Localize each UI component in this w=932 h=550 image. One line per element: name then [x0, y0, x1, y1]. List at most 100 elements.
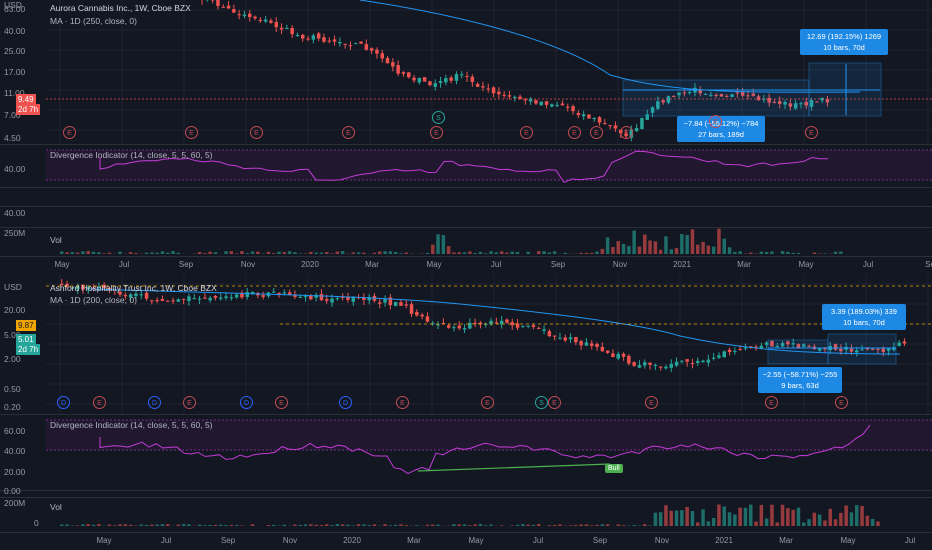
- earnings-event-icon[interactable]: E: [183, 396, 196, 409]
- pane-separator[interactable]: [0, 497, 932, 498]
- volume-bar: [786, 508, 790, 526]
- bottom-measure-up[interactable]: 3.39 (189.03%) 339 10 bars, 70d: [822, 304, 906, 330]
- candle-body: [301, 34, 305, 39]
- bottom-price-tick: 5.00: [4, 330, 21, 340]
- volume-bar: [664, 505, 668, 526]
- pane-separator[interactable]: [0, 206, 932, 207]
- dividend-event-icon[interactable]: D: [148, 396, 161, 409]
- split-event-icon[interactable]: S: [432, 111, 445, 124]
- pane-separator[interactable]: [0, 414, 932, 415]
- dividend-event-icon[interactable]: D: [240, 396, 253, 409]
- earnings-event-icon[interactable]: E: [342, 126, 355, 139]
- top-time-axis[interactable]: May Jul Sep Nov 2020 Mar May Jul Sep Nov 2021 Mar Ma…: [0, 256, 932, 272]
- top-measure-up[interactable]: 12.69 (192.15%) 1269 10 bars, 70d: [800, 29, 888, 55]
- earnings-event-icon[interactable]: E: [481, 396, 494, 409]
- top-ma-legend[interactable]: MA · 1D (250, close, 0): [50, 16, 137, 26]
- candle-body: [234, 294, 239, 298]
- candle-body: [616, 353, 620, 359]
- candle-body: [587, 114, 591, 119]
- bottom-divergence-legend[interactable]: Divergence Indicator (14, close, 5, 5, 6…: [50, 420, 213, 430]
- pane-separator[interactable]: [0, 187, 932, 188]
- pane-separator[interactable]: [0, 490, 932, 491]
- earnings-event-icon[interactable]: E: [709, 115, 722, 128]
- volume-bar: [664, 236, 668, 254]
- top-volume-pane[interactable]: Vol 250M: [0, 228, 932, 254]
- earnings-event-icon[interactable]: E: [396, 396, 409, 409]
- volume-bar: [229, 524, 234, 526]
- candle-body: [648, 362, 652, 365]
- volume-bar: [632, 525, 636, 526]
- bottom-price-pane[interactable]: USD Ashford Hospitality Trust Inc, 1W, C…: [0, 274, 932, 414]
- candle-body: [499, 320, 504, 325]
- candle-body: [505, 319, 509, 323]
- volume-bar: [791, 509, 795, 526]
- top-divergence-pane[interactable]: Divergence Indicator (14, close, 5, 5, 6…: [0, 145, 932, 187]
- bottom-symbol-title[interactable]: Ashford Hospitality Trust Inc, 1W, Cboe …: [50, 283, 217, 293]
- volume-bar: [802, 522, 806, 526]
- earnings-event-icon[interactable]: E: [430, 126, 443, 139]
- earnings-event-icon[interactable]: E: [93, 396, 106, 409]
- pane-separator[interactable]: [0, 144, 932, 145]
- volume-bar: [754, 521, 758, 526]
- candle-body: [311, 35, 316, 40]
- bull-divergence-badge[interactable]: Bull: [605, 464, 623, 473]
- volume-bar: [510, 251, 514, 254]
- measure-range-box: [767, 339, 829, 365]
- earnings-event-icon[interactable]: E: [805, 126, 818, 139]
- candle-body: [70, 287, 75, 289]
- volume-bar: [537, 251, 541, 254]
- bottom-divergence-pane[interactable]: Divergence Indicator (14, close, 5, 5, 6…: [0, 415, 932, 490]
- dividend-event-icon[interactable]: D: [339, 396, 352, 409]
- volume-bar: [431, 244, 435, 254]
- volume-bar: [621, 525, 626, 526]
- split-event-icon[interactable]: S: [535, 396, 548, 409]
- volume-bar: [60, 524, 64, 526]
- volume-bar: [521, 524, 525, 526]
- bottom-volume-legend[interactable]: Vol: [50, 502, 62, 512]
- top-volume-legend[interactable]: Vol: [50, 235, 62, 245]
- bottom-time-axis[interactable]: May Jul Sep Nov 2020 Mar May Jul Sep Nov 2021 Mar Ma…: [0, 532, 932, 550]
- candle-body: [399, 302, 403, 306]
- candle-body: [250, 291, 255, 294]
- top-divergence-legend[interactable]: Divergence Indicator (14, close, 5, 5, 6…: [50, 150, 213, 160]
- earnings-event-icon[interactable]: E: [250, 126, 263, 139]
- volume-bar: [325, 524, 329, 526]
- earnings-event-icon[interactable]: E: [765, 396, 778, 409]
- top-price-plot[interactable]: [0, 0, 932, 145]
- top-price-pane[interactable]: USD Aurora Cannabis Inc., 1W, Cboe BZX M…: [0, 0, 932, 145]
- candle-body: [669, 364, 673, 368]
- earnings-event-icon[interactable]: E: [520, 126, 533, 139]
- volume-bar: [605, 237, 610, 254]
- volume-bar: [330, 525, 334, 526]
- earnings-event-icon[interactable]: E: [63, 126, 76, 139]
- bottom-price-tick: 0.20: [4, 402, 21, 412]
- earnings-event-icon[interactable]: E: [620, 126, 633, 139]
- candle-body: [666, 96, 671, 103]
- candle-body: [510, 322, 514, 326]
- time-axis-label: 2021: [673, 260, 691, 269]
- earnings-event-icon[interactable]: E: [835, 396, 848, 409]
- bottom-ma-legend[interactable]: MA · 1D (200, close, 0): [50, 295, 137, 305]
- bottom-measure-down[interactable]: −2.55 (−58.71%) −255 9 bars, 63d: [758, 367, 842, 393]
- earnings-event-icon[interactable]: E: [275, 396, 288, 409]
- earnings-event-icon[interactable]: E: [568, 126, 581, 139]
- candle-body: [279, 27, 284, 30]
- earnings-event-icon[interactable]: E: [548, 396, 561, 409]
- volume-bar: [499, 251, 504, 254]
- volume-bar: [203, 525, 207, 526]
- moving-average-line: [359, 0, 861, 93]
- pane-separator[interactable]: [0, 227, 932, 228]
- earnings-event-icon[interactable]: E: [185, 126, 198, 139]
- candle-body: [685, 359, 689, 362]
- top-symbol-title[interactable]: Aurora Cannabis Inc., 1W, Cboe BZX: [50, 3, 191, 13]
- volume-bar: [653, 512, 658, 526]
- top-price-tick: 25.00: [4, 46, 26, 56]
- dividend-event-icon[interactable]: D: [57, 396, 70, 409]
- bottom-volume-pane[interactable]: Vol 200M 0: [0, 498, 932, 530]
- top-price-tick: 7.00: [4, 110, 21, 120]
- earnings-event-icon[interactable]: E: [645, 396, 658, 409]
- candle-body: [417, 77, 422, 83]
- earnings-event-icon[interactable]: E: [590, 126, 603, 139]
- candle-body: [298, 296, 302, 298]
- bottom-price-plot[interactable]: [0, 274, 932, 414]
